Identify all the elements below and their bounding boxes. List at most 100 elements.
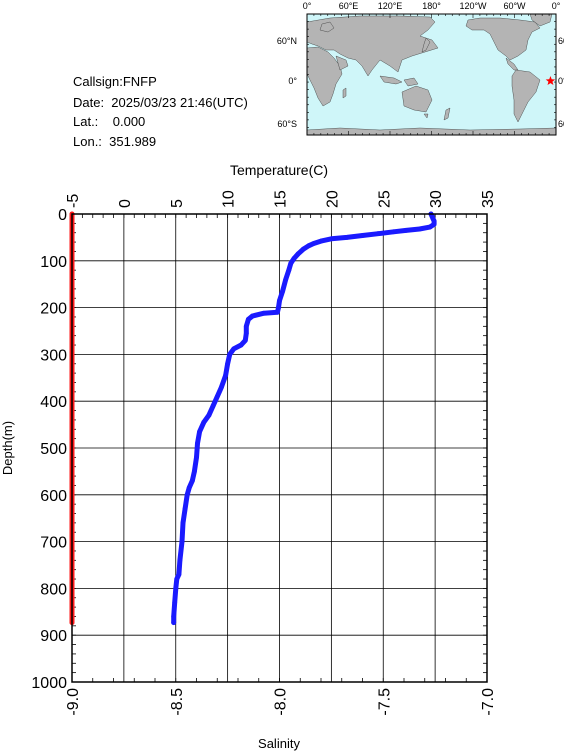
salinity-tick-label: -9.0 <box>65 688 82 716</box>
temperature-data-point <box>227 352 233 357</box>
temperature-tick-label: -5 <box>65 194 82 208</box>
temperature-data-point <box>182 506 188 512</box>
map-lat-label: 60°N <box>277 36 297 46</box>
temperature-tick-label: 0 <box>117 199 134 208</box>
temperature-data-point <box>311 241 317 246</box>
temperature-data-point <box>318 238 324 244</box>
map-lat-label: 0° <box>288 76 297 86</box>
temperature-data-point <box>306 243 311 249</box>
temperature-data-point <box>277 298 282 303</box>
temperature-data-point <box>288 260 294 266</box>
lat-label: Lat.: 0.000 <box>73 114 146 129</box>
depth-tick-label: 200 <box>40 301 67 318</box>
temperature-data-point <box>245 316 251 322</box>
map-lat-label: 60°S <box>277 119 297 129</box>
temperature-tick-label: 25 <box>376 190 393 208</box>
depth-tick-label: 900 <box>40 628 67 645</box>
salinity-tick-label: -8.0 <box>273 688 290 716</box>
temperature-data-point <box>214 394 220 399</box>
temperature-data-point <box>201 419 207 425</box>
temperature-tick-label: 5 <box>169 199 186 208</box>
temperature-data-point <box>427 224 433 230</box>
temperature-data-point <box>206 412 212 418</box>
map-lon-label: 60°W <box>503 1 526 11</box>
temperature-data-point <box>344 235 350 240</box>
depth-tick-label: 500 <box>40 441 67 458</box>
temperature-axis-label: Temperature(C) <box>230 162 328 178</box>
map-lon-label: 0° <box>552 1 561 11</box>
map-lat-labels: 60°N 0° 60°S <box>277 36 298 129</box>
temperature-data-point <box>186 485 192 491</box>
temperature-data-point <box>219 384 224 390</box>
depth-tick-label: 0 <box>58 207 67 224</box>
depth-tick-label: 300 <box>40 347 67 364</box>
temperature-data-point <box>295 251 301 257</box>
temperature-data-point <box>177 557 183 563</box>
temperature-data-point <box>243 330 249 336</box>
temperature-data-point <box>197 429 203 435</box>
temperature-data-point <box>242 337 248 343</box>
salinity-tick-label: -7.5 <box>376 688 393 716</box>
station-marker-star-icon <box>545 76 556 86</box>
temperature-data-point <box>171 614 177 619</box>
depth-tick-label: 1000 <box>31 675 67 692</box>
map-lon-label: 60°E <box>339 1 359 11</box>
depth-tick-label: 400 <box>40 394 67 411</box>
temperature-data-point <box>231 346 237 352</box>
depth-tick-label: 100 <box>40 254 67 271</box>
depth-axis-label: Depth(m) <box>0 421 15 475</box>
temperature-data-point <box>225 361 231 367</box>
temperature-data-point <box>286 267 292 273</box>
temperature-data-point <box>431 221 437 227</box>
temperature-data-point <box>210 403 216 409</box>
lon-label: Lon.: 351.989 <box>73 134 157 149</box>
map-lon-label: 120°W <box>459 1 487 11</box>
depth-tick-label: 600 <box>40 488 67 505</box>
depth-tick-label: 700 <box>40 535 67 552</box>
temperature-data-point <box>180 520 186 526</box>
temperature-data-point <box>223 373 228 378</box>
location-map: 0° 60°E 120°E 180° 120°W 60°W 0° 60°N 0°… <box>277 1 564 136</box>
temperature-data-point <box>173 586 179 591</box>
map-lon-label: 120°E <box>378 1 403 11</box>
temperature-data-point <box>179 539 185 544</box>
temperature-data-point <box>243 323 249 329</box>
temperature-data-point <box>189 478 195 484</box>
temperature-data-point <box>176 571 182 577</box>
map-lat-label-right: 0° <box>558 76 564 86</box>
temperature-data-point <box>172 600 178 605</box>
depth-tick-label: 800 <box>40 581 67 598</box>
temperature-data-point <box>174 576 180 582</box>
temperature-data-point <box>300 246 306 252</box>
plot-frame <box>71 213 488 683</box>
temperature-data-point <box>195 440 200 446</box>
temperature-data-point <box>291 256 297 261</box>
temperature-data-point <box>275 309 280 315</box>
temperature-data-point <box>403 227 409 233</box>
temperature-tick-label: 35 <box>480 190 497 208</box>
temperature-data-point <box>194 454 199 460</box>
temperature-data-point <box>250 313 255 319</box>
salinity-tick-labels: -9.0 -8.5 -8.0 -7.5 -7.0 <box>65 688 497 716</box>
temperature-tick-label: 10 <box>221 190 238 208</box>
salinity-axis-label: Salinity <box>258 736 300 751</box>
temperature-data-point <box>184 492 190 498</box>
temperature-data-point <box>391 229 397 235</box>
temperature-data-point <box>276 305 281 310</box>
temperature-tick-label: 15 <box>273 190 290 208</box>
date-label: Date: 2025/03/23 21:46(UTC) <box>73 95 248 110</box>
map-lon-label: 180° <box>422 1 441 11</box>
temperature-data-point <box>280 288 286 294</box>
temperature-data-point <box>238 342 244 348</box>
temperature-data-point <box>283 277 289 282</box>
temperature-data-point <box>417 226 422 232</box>
map-lon-label: 0° <box>303 1 312 11</box>
temperature-tick-label: 30 <box>428 190 445 208</box>
map-lon-labels: 0° 60°E 120°E 180° 120°W 60°W 0° <box>303 1 561 11</box>
temperature-data-point <box>192 469 197 474</box>
depth-tick-labels: 0 100 200 300 400 500 600 700 800 900 1000 <box>31 207 67 692</box>
temperature-data-point <box>360 233 365 238</box>
map-lat-label-right: 60°N <box>558 36 564 46</box>
